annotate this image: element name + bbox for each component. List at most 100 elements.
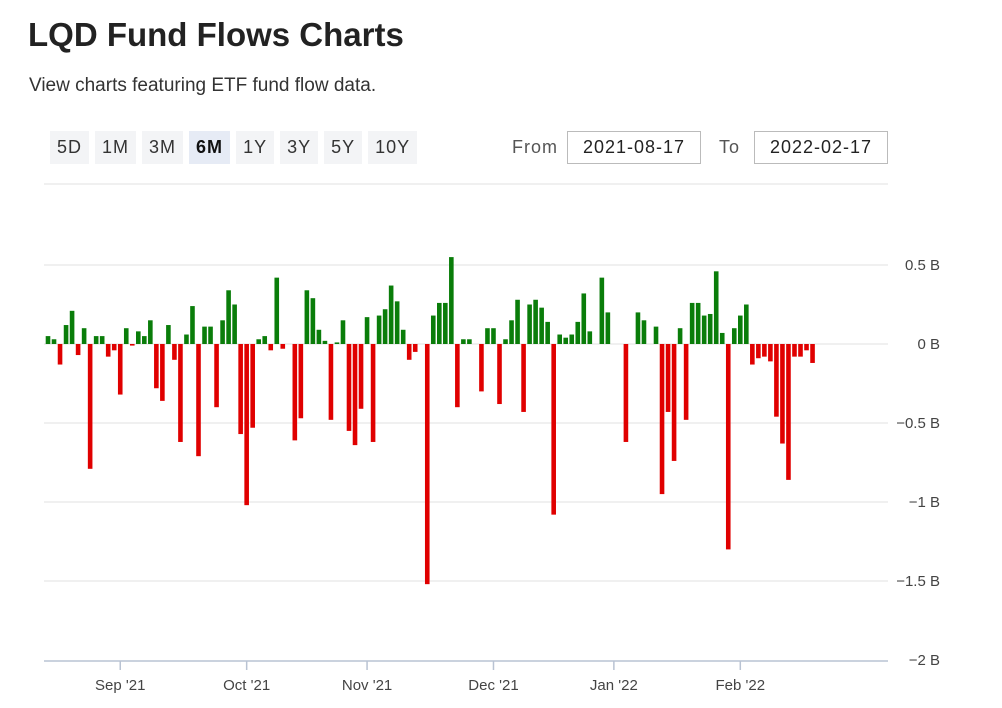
bar-inflow[interactable] [449,257,454,344]
range-button-3m[interactable]: 3M [142,131,184,164]
bar-inflow[interactable] [99,336,105,344]
bar-outflow[interactable] [358,344,364,409]
bar-inflow[interactable] [605,312,611,344]
bar-inflow[interactable] [376,315,382,344]
bar-inflow[interactable] [738,315,743,344]
bar-outflow[interactable] [111,344,117,351]
bar-inflow[interactable] [569,334,575,344]
bar-inflow[interactable] [575,321,581,344]
bar-outflow[interactable] [214,344,219,408]
bar-inflow[interactable] [382,309,388,344]
bar-inflow[interactable] [744,304,749,345]
bar-inflow[interactable] [148,320,153,344]
bar-outflow[interactable] [172,344,177,360]
bar-inflow[interactable] [641,320,647,344]
bar-inflow[interactable] [563,337,569,344]
bar-inflow[interactable] [136,331,141,344]
bar-inflow[interactable] [527,304,532,345]
bar-inflow[interactable] [485,328,490,344]
bar-inflow[interactable] [202,326,207,344]
bar-inflow[interactable] [713,271,719,344]
bar-inflow[interactable] [166,325,171,344]
bar-inflow[interactable] [467,339,472,344]
bar-inflow[interactable] [81,328,87,344]
bar-outflow[interactable] [352,344,358,446]
bar-outflow[interactable] [346,344,352,431]
range-button-1m[interactable]: 1M [95,131,137,164]
bar-inflow[interactable] [539,307,544,344]
bar-outflow[interactable] [497,344,502,405]
bar-outflow[interactable] [406,344,412,360]
bar-outflow[interactable] [780,344,785,444]
bar-inflow[interactable] [689,302,695,344]
bar-inflow[interactable] [274,277,280,344]
bar-inflow[interactable] [701,315,707,344]
bar-outflow[interactable] [551,344,556,515]
bar-inflow[interactable] [581,293,587,344]
bar-outflow[interactable] [75,344,81,356]
bar-inflow[interactable] [587,331,593,344]
bar-outflow[interactable] [623,344,629,442]
bar-inflow[interactable] [322,340,328,344]
bar-inflow[interactable] [142,336,147,344]
bar-inflow[interactable] [388,285,394,344]
bar-outflow[interactable] [762,344,767,357]
range-button-10y[interactable]: 10Y [368,131,418,164]
bar-outflow[interactable] [328,344,334,420]
bar-outflow[interactable] [129,344,135,346]
bar-inflow[interactable] [695,302,701,344]
bar-inflow[interactable] [599,277,605,344]
bar-outflow[interactable] [238,344,243,435]
range-button-6m[interactable]: 6M [189,131,231,164]
bar-outflow[interactable] [154,344,159,389]
bar-outflow[interactable] [87,344,93,469]
bar-outflow[interactable] [725,344,731,550]
bar-inflow[interactable] [262,336,268,344]
bar-inflow[interactable] [443,302,448,344]
bar-outflow[interactable] [412,344,418,352]
bar-outflow[interactable] [178,344,183,442]
bar-inflow[interactable] [208,326,213,344]
bar-outflow[interactable] [268,344,274,351]
range-button-5d[interactable]: 5D [50,131,90,164]
bar-inflow[interactable] [430,315,436,344]
bar-outflow[interactable] [424,344,430,585]
bar-inflow[interactable] [63,325,69,344]
bar-inflow[interactable] [437,302,442,344]
bar-outflow[interactable] [804,344,809,351]
bar-outflow[interactable] [798,344,803,357]
bar-outflow[interactable] [768,344,773,362]
bar-inflow[interactable] [653,326,659,344]
bar-inflow[interactable] [677,328,683,344]
range-button-1y[interactable]: 1Y [236,131,275,164]
bar-inflow[interactable] [69,310,75,344]
bar-outflow[interactable] [280,344,286,349]
bar-outflow[interactable] [292,344,298,441]
bar-outflow[interactable] [455,344,460,408]
bar-inflow[interactable] [635,312,641,344]
bar-inflow[interactable] [491,328,496,344]
bar-inflow[interactable] [533,299,538,344]
bar-inflow[interactable] [509,320,514,344]
bar-outflow[interactable] [792,344,797,357]
bar-inflow[interactable] [51,339,57,344]
bar-inflow[interactable] [461,339,466,344]
bar-inflow[interactable] [340,320,346,344]
bar-inflow[interactable] [334,342,340,344]
bar-inflow[interactable] [184,334,189,344]
bar-inflow[interactable] [707,313,713,344]
bar-inflow[interactable] [190,306,195,344]
bar-outflow[interactable] [105,344,111,357]
bar-outflow[interactable] [750,344,755,365]
range-button-3y[interactable]: 3Y [280,131,319,164]
bar-inflow[interactable] [45,336,51,344]
bar-outflow[interactable] [665,344,671,412]
bar-inflow[interactable] [220,320,225,344]
bar-inflow[interactable] [394,301,400,344]
range-button-5y[interactable]: 5Y [324,131,363,164]
bar-outflow[interactable] [244,344,249,506]
bar-outflow[interactable] [683,344,689,420]
bar-inflow[interactable] [719,332,725,344]
bar-outflow[interactable] [160,344,165,401]
bar-inflow[interactable] [232,304,237,345]
